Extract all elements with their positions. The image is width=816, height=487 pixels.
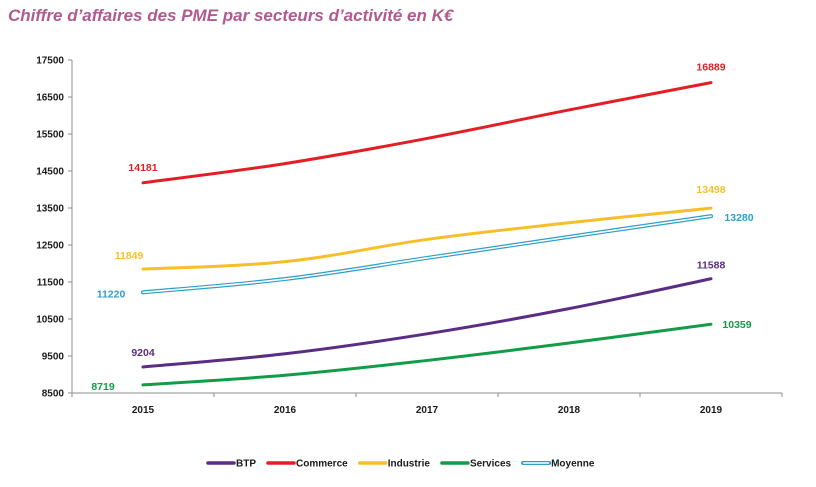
y-tick-label: 11500 xyxy=(37,278,65,289)
y-tick-label: 15500 xyxy=(36,130,64,141)
series-line-btp xyxy=(141,277,713,369)
data-label-services: 10359 xyxy=(722,319,751,331)
y-tick-label: 10500 xyxy=(36,315,64,326)
data-label-btp: 11588 xyxy=(697,260,726,272)
chart-axes: 8500 9500 10500 11500 12500 13500 14500 15500 16… xyxy=(36,56,783,416)
data-label-services: 8719 xyxy=(91,381,115,393)
x-tick-label: 2018 xyxy=(558,405,581,416)
data-label-industrie: 11849 xyxy=(115,250,144,262)
series-line-industrie xyxy=(141,206,713,271)
y-tick-label: 14500 xyxy=(36,167,64,178)
y-tick-label: 8500 xyxy=(42,389,65,400)
legend-label-services: Services xyxy=(470,459,512,470)
y-tick-label: 12500 xyxy=(36,241,64,252)
chart-data-labels: 9204 11588 14181 16889 11849 13498 8719 10359 11… xyxy=(91,62,753,393)
x-tick-label: 2016 xyxy=(274,405,297,416)
legend-label-commerce: Commerce xyxy=(296,459,348,470)
chart-title: Chiffre d’affaires des PME par secteurs … xyxy=(8,6,454,25)
series-line-moyenne xyxy=(141,214,713,295)
series-line-inner-moyenne xyxy=(142,215,712,294)
x-tick-label: 2019 xyxy=(700,405,723,416)
x-tick-label: 2015 xyxy=(132,405,155,416)
data-label-moyenne: 11220 xyxy=(97,288,126,300)
series-line-services xyxy=(141,322,713,387)
y-tick-label: 17500 xyxy=(36,56,64,67)
legend-label-btp: BTP xyxy=(236,459,256,470)
data-label-industrie: 13498 xyxy=(696,184,725,196)
legend-label-industrie: Industrie xyxy=(388,459,431,470)
chart-legend: BTP Commerce Industrie Services Moyenne xyxy=(206,459,595,470)
y-tick-label: 9500 xyxy=(42,352,65,363)
data-label-moyenne: 13280 xyxy=(724,212,753,224)
data-label-commerce: 16889 xyxy=(696,62,725,74)
data-label-btp: 9204 xyxy=(131,347,155,359)
chart-series xyxy=(141,81,713,387)
x-tick-label: 2017 xyxy=(416,405,439,416)
legend-label-moyenne: Moyenne xyxy=(551,459,595,470)
series-line-commerce xyxy=(141,81,713,185)
y-tick-label: 13500 xyxy=(36,204,64,215)
y-tick-label: 16500 xyxy=(36,93,64,104)
data-label-commerce: 14181 xyxy=(128,162,157,174)
